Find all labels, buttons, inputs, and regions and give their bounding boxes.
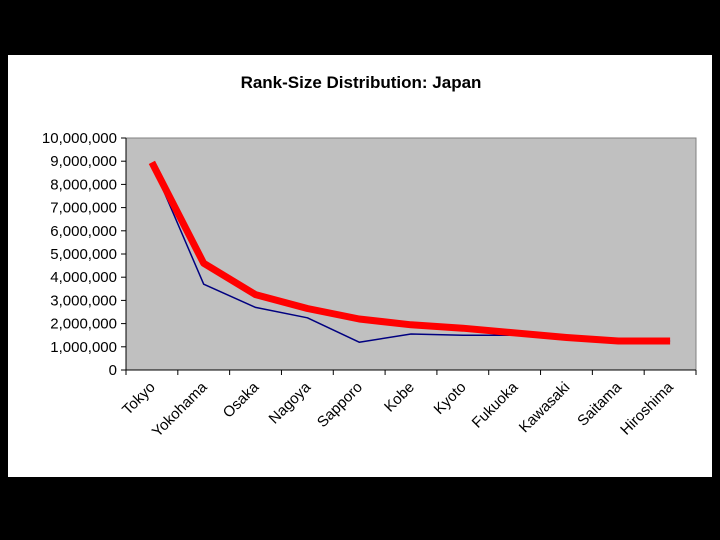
x-tick-label: Sapporo	[314, 379, 366, 431]
series-line-2	[148, 160, 671, 345]
x-tick-label: Fukuoka	[469, 378, 522, 431]
x-tick-label: Osaka	[220, 378, 263, 421]
plot-area	[125, 137, 697, 371]
y-tick-label: 3,000,000	[50, 292, 117, 309]
y-tick-label: 10,000,000	[42, 130, 117, 147]
y-tick-label: 4,000,000	[50, 269, 117, 286]
x-tick-label: Kyoto	[431, 379, 470, 418]
y-tick-label: 9,000,000	[50, 153, 117, 170]
x-tick-label: Saitama	[574, 378, 625, 429]
x-tick-label: Hiroshima	[617, 378, 677, 438]
x-tick-label: Kobe	[381, 379, 418, 416]
y-tick-label: 5,000,000	[50, 246, 117, 263]
chart: Rank-Size Distribution: Japan 0 1,000,000…	[42, 73, 697, 441]
y-axis: 0 1,000,000 2,000,000 3,000,000 4,000,000 5,0…	[42, 130, 127, 379]
series-group	[148, 160, 671, 345]
x-tick-label: Tokyo	[119, 379, 159, 419]
y-tick-label: 2,000,000	[50, 316, 117, 333]
y-tick-label: 1,000,000	[50, 339, 117, 356]
x-tick-label: Kawasaki	[516, 379, 573, 436]
y-tick-label: 7,000,000	[50, 200, 117, 217]
y-tick-label: 0	[109, 362, 117, 379]
chart-title: Rank-Size Distribution: Japan	[241, 73, 482, 92]
y-tick-label: 8,000,000	[50, 176, 117, 193]
x-tick-label: Yokohama	[149, 378, 211, 440]
chart-card: Rank-Size Distribution: Japan 0 1,000,000…	[8, 55, 712, 477]
y-tick-label: 6,000,000	[50, 223, 117, 240]
x-tick-label: Nagoya	[266, 378, 315, 427]
